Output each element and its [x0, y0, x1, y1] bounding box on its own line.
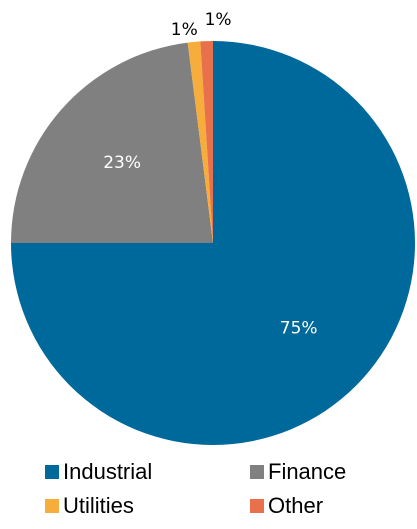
legend-label: Finance — [268, 459, 346, 484]
pie-slice — [187, 41, 213, 243]
slice-label: 75% — [280, 319, 318, 339]
legend-label: Other — [268, 493, 323, 518]
legend-label: Industrial — [63, 459, 152, 484]
slice-label: 23% — [103, 153, 141, 173]
legend-swatch — [250, 499, 264, 513]
legend-swatch — [45, 499, 59, 513]
slice-label: 1% — [171, 20, 198, 40]
legend-swatch — [45, 465, 59, 479]
pie-slice — [200, 41, 213, 243]
legend-label: Utilities — [63, 493, 134, 518]
slice-label: 1% — [205, 10, 232, 30]
pie-slice — [11, 42, 213, 243]
legend-swatch — [250, 465, 264, 479]
